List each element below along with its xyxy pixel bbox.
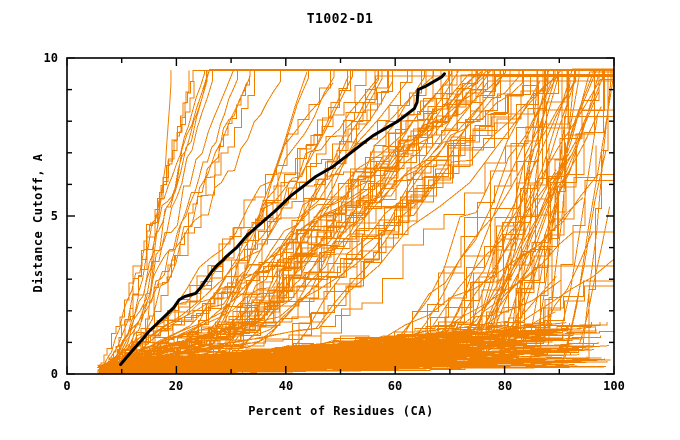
y-tick-label-10: 10	[43, 51, 58, 65]
y-tick-label-5: 5	[50, 209, 58, 223]
series-outlier-steep-left	[143, 70, 172, 362]
x-tick-label-0: 0	[63, 379, 71, 393]
x-tick-label-60: 60	[387, 379, 403, 393]
axis-frame	[66, 57, 615, 375]
background-series-group	[97, 68, 615, 375]
series-highlighted-model	[119, 72, 446, 367]
y-tick-label-0: 0	[50, 367, 58, 381]
x-axis-label: Percent of Residues (CA)	[248, 404, 434, 418]
highlight-series-group	[119, 72, 446, 367]
x-tick-label-80: 80	[497, 379, 513, 393]
page-title: T1002-D1	[306, 12, 374, 27]
x-tick-label-40: 40	[278, 379, 294, 393]
y-axis-label: Distance Cutoff, A	[31, 153, 45, 293]
x-tick-label-20: 20	[168, 379, 184, 393]
x-tick-label-100: 100	[603, 379, 625, 393]
